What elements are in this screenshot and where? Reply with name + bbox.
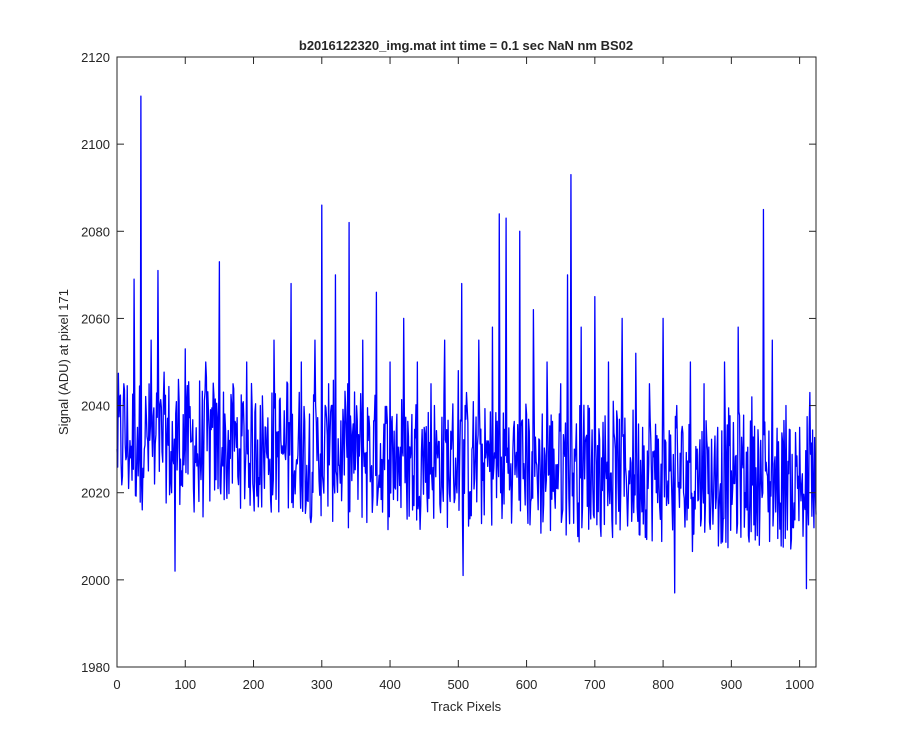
y-axis-label: Signal (ADU) at pixel 171 xyxy=(56,289,71,435)
x-axis-label: Track Pixels xyxy=(431,699,502,714)
y-tick-label: 2060 xyxy=(81,311,110,326)
x-tick-label: 100 xyxy=(174,677,196,692)
y-tick-label: 2000 xyxy=(81,573,110,588)
x-tick-label: 200 xyxy=(243,677,265,692)
x-tick-label: 900 xyxy=(721,677,743,692)
x-tick-label: 700 xyxy=(584,677,606,692)
y-axis: 1980 2000 2020 2040 2060 2080 2100 2120 xyxy=(81,50,816,675)
y-tick-label: 2120 xyxy=(81,50,110,65)
y-tick-label: 2080 xyxy=(81,224,110,239)
plot-area xyxy=(117,57,816,667)
x-tick-label: 500 xyxy=(447,677,469,692)
x-axis: 0 100 200 300 400 500 600 700 800 900 1000 xyxy=(113,57,814,692)
y-tick-label: 2040 xyxy=(81,399,110,414)
y-tick-label: 2100 xyxy=(81,137,110,152)
x-tick-label: 400 xyxy=(379,677,401,692)
series-layer xyxy=(116,95,817,594)
x-tick-label: 0 xyxy=(113,677,120,692)
y-tick-label: 1980 xyxy=(81,660,110,675)
x-tick-label: 600 xyxy=(516,677,538,692)
axes-box xyxy=(116,56,817,668)
x-tick-label: 800 xyxy=(652,677,674,692)
y-tick-label: 2020 xyxy=(81,486,110,501)
x-tick-label: 300 xyxy=(311,677,333,692)
chart-title: b2016122320_img.mat int time = 0.1 sec N… xyxy=(299,38,633,53)
x-tick-label: 1000 xyxy=(785,677,814,692)
series-line-0 xyxy=(116,95,817,594)
